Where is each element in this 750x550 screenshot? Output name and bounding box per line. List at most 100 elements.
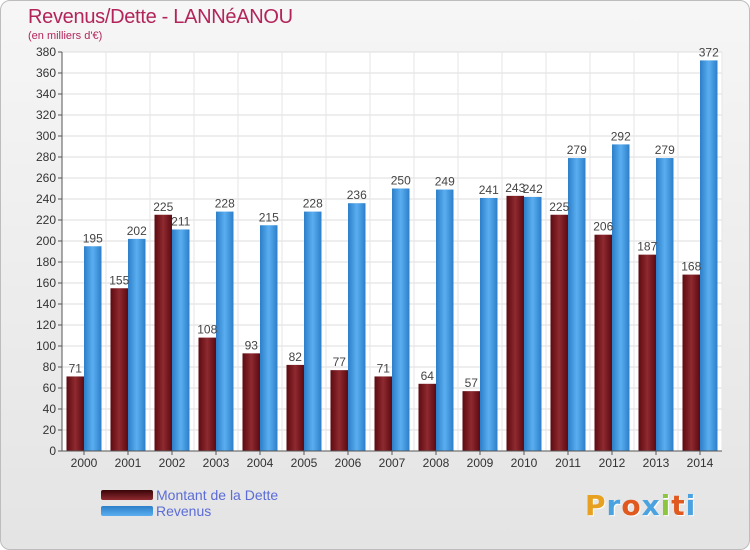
bar-dette <box>682 274 700 451</box>
data-label: 228 <box>215 197 235 211</box>
y-tick-label: 0 <box>49 444 56 458</box>
data-label: 71 <box>377 361 391 375</box>
y-tick-label: 160 <box>36 276 56 290</box>
bar-revenus <box>304 211 322 451</box>
bar-revenus <box>612 144 630 451</box>
bar-dette <box>374 376 392 451</box>
y-tick-label: 180 <box>36 255 56 269</box>
proxiti-logo: Proxiti <box>585 489 696 522</box>
data-label: 168 <box>681 260 701 274</box>
data-label: 292 <box>611 129 631 143</box>
data-label: 228 <box>303 197 323 211</box>
data-label: 187 <box>637 240 657 254</box>
y-tick-label: 260 <box>36 171 56 185</box>
bar-revenus <box>392 188 410 451</box>
bar-dette <box>594 234 612 451</box>
y-tick-label: 340 <box>36 87 56 101</box>
bar-revenus <box>700 60 718 452</box>
y-tick-label: 200 <box>36 234 56 248</box>
x-tick-label: 2006 <box>335 456 362 470</box>
data-label: 215 <box>259 210 279 224</box>
x-tick-label: 2013 <box>643 456 670 470</box>
x-tick-label: 2014 <box>687 456 714 470</box>
logo-letter: r <box>606 489 622 522</box>
bar-dette <box>330 370 348 451</box>
logo-letter: t <box>671 489 686 522</box>
data-label: 372 <box>699 45 719 59</box>
data-label: 279 <box>567 143 587 157</box>
x-tick-label: 2005 <box>291 456 318 470</box>
bar-revenus <box>260 225 278 451</box>
x-tick-label: 2010 <box>511 456 538 470</box>
data-label: 249 <box>435 175 455 189</box>
x-tick-label: 2007 <box>379 456 406 470</box>
legend-swatch-revenus <box>101 506 153 516</box>
bar-dette <box>462 391 480 451</box>
x-tick-label: 2002 <box>159 456 186 470</box>
y-tick-label: 40 <box>43 402 57 416</box>
logo-letter: P <box>585 489 607 522</box>
data-label: 242 <box>523 182 543 196</box>
y-tick-label: 320 <box>36 108 56 122</box>
bar-dette <box>242 353 260 451</box>
data-label: 77 <box>333 355 347 369</box>
bar-revenus <box>436 189 454 452</box>
y-tick-label: 300 <box>36 129 56 143</box>
data-label: 211 <box>171 214 190 228</box>
y-tick-label: 380 <box>36 45 56 59</box>
data-label: 206 <box>593 220 613 234</box>
bar-dette <box>66 376 84 451</box>
data-label: 236 <box>347 188 367 202</box>
bar-revenus <box>480 197 498 451</box>
data-label: 243 <box>505 181 525 195</box>
chart-subtitle: (en milliers d'€) <box>28 30 103 42</box>
y-tick-label: 220 <box>36 213 56 227</box>
data-label: 195 <box>83 231 103 245</box>
x-tick-label: 2009 <box>467 456 494 470</box>
bar-revenus <box>84 246 102 451</box>
legend-label-debt: Montant de la Dette <box>156 487 279 503</box>
y-tick-label: 140 <box>36 297 56 311</box>
data-label: 279 <box>655 143 675 157</box>
data-label: 71 <box>69 361 83 375</box>
bar-dette <box>154 214 172 451</box>
bar-dette <box>638 254 656 451</box>
bar-revenus <box>568 158 586 452</box>
legend-label-revenus: Revenus <box>156 503 212 519</box>
bar-revenus <box>128 238 146 451</box>
chart-title: Revenus/Dette - LANNéANOU <box>28 6 293 28</box>
logo-letter: o <box>621 489 642 522</box>
logo-letter: i <box>685 489 697 522</box>
x-tick-label: 2011 <box>555 456 581 470</box>
legend-swatch-debt <box>101 490 153 500</box>
x-tick-label: 2004 <box>247 456 274 470</box>
x-tick-label: 2000 <box>71 456 98 470</box>
data-label: 64 <box>421 369 435 383</box>
bar-dette <box>198 337 216 451</box>
x-tick-label: 2008 <box>423 456 450 470</box>
bar-dette <box>550 214 568 451</box>
x-tick-label: 2003 <box>203 456 230 470</box>
x-tick-label: 2012 <box>599 456 626 470</box>
y-tick-label: 20 <box>43 423 57 437</box>
bar-dette <box>506 195 524 451</box>
data-label: 57 <box>465 376 479 390</box>
bar-dette <box>418 383 436 451</box>
data-label: 225 <box>153 200 173 214</box>
bar-revenus <box>524 196 542 451</box>
y-tick-label: 360 <box>36 66 56 80</box>
bar-revenus <box>656 158 674 452</box>
logo-letter: i <box>660 489 672 522</box>
y-tick-label: 120 <box>36 318 56 332</box>
data-label: 108 <box>197 323 217 337</box>
bar-revenus <box>216 211 234 451</box>
x-tick-label: 2001 <box>115 456 142 470</box>
bar-revenus <box>172 229 190 451</box>
data-label: 93 <box>245 338 259 352</box>
y-tick-label: 100 <box>36 339 56 353</box>
y-tick-label: 280 <box>36 150 56 164</box>
data-label: 82 <box>289 350 303 364</box>
data-label: 250 <box>391 174 411 188</box>
bar-dette <box>286 364 304 451</box>
